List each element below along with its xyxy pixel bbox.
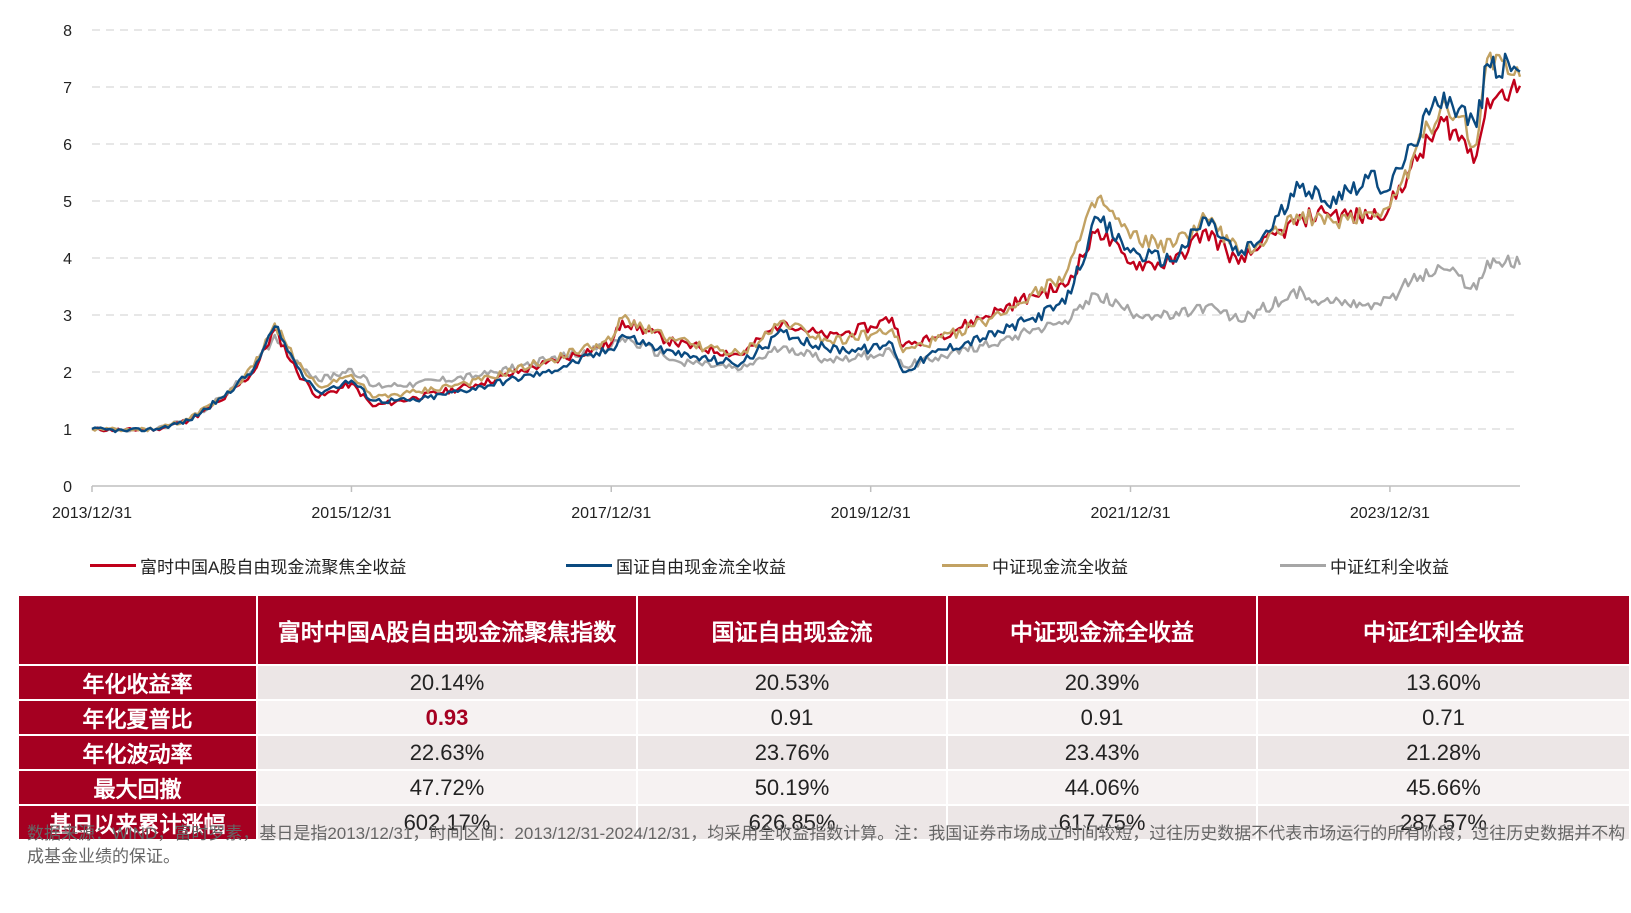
row-label-max-drawdown: 最大回撤 — [19, 769, 258, 805]
x-axis-ticks: 2013/12/31 2015/12/31 2017/12/31 2019/12/31… — [52, 486, 1430, 522]
legend-label-guozheng: 国证自由现金流全收益 — [616, 558, 786, 577]
chart-legend: 富时中国A股自由现金流聚焦全收益 国证自由现金流全收益 中证现金流全收益 中证红… — [0, 553, 1631, 577]
y-axis-ticks: 0 1 2 3 4 5 6 7 8 — [63, 23, 72, 496]
table-cell: 47.72% — [257, 769, 638, 805]
table-cell: 0.91 — [637, 699, 948, 735]
table-cell: 20.53% — [637, 664, 948, 700]
table-cell: 45.66% — [1257, 769, 1629, 805]
row-label-sharpe: 年化夏普比 — [19, 699, 258, 735]
table-row: 最大回撤 47.72% 50.19% 44.06% 45.66% — [19, 769, 1629, 805]
y-tick-label: 0 — [63, 479, 72, 496]
y-tick-label: 8 — [63, 23, 72, 40]
y-tick-label: 6 — [63, 137, 72, 154]
row-label-volatility: 年化波动率 — [19, 734, 258, 770]
table-cell-highlight: 0.93 — [257, 699, 638, 735]
table-cell: 23.43% — [947, 734, 1258, 770]
table-cell: 20.14% — [257, 664, 638, 700]
table-row: 年化收益率 20.14% 20.53% 20.39% 13.60% — [19, 664, 1629, 700]
legend-item-ftse: 富时中国A股自由现金流聚焦全收益 — [90, 553, 406, 578]
table-header-ftse: 富时中国A股自由现金流聚焦指数 — [257, 596, 638, 665]
y-tick-label: 2 — [63, 365, 72, 382]
x-tick-label: 2021/12/31 — [1090, 505, 1170, 522]
table-cell: 21.28% — [1257, 734, 1629, 770]
y-tick-label: 7 — [63, 80, 72, 97]
legend-swatch-dividend — [1280, 564, 1326, 567]
chart-series — [91, 51, 1522, 434]
legend-label-dividend: 中证红利全收益 — [1330, 558, 1449, 577]
table-cell: 0.71 — [1257, 699, 1629, 735]
table-cell: 44.06% — [947, 769, 1258, 805]
table-cell: 287.57% — [1257, 804, 1629, 839]
series-line — [91, 78, 1522, 433]
row-label-annual-return: 年化收益率 — [19, 664, 258, 700]
table-cell: 626.85% — [637, 804, 948, 839]
legend-swatch-guozheng — [566, 564, 612, 567]
series-line — [91, 51, 1522, 433]
table-cell: 13.60% — [1257, 664, 1629, 700]
table-row: 年化夏普比 0.93 0.91 0.91 0.71 — [19, 699, 1629, 735]
table-header-row: 富时中国A股自由现金流聚焦指数 国证自由现金流 中证现金流全收益 中证红利全收益 — [19, 596, 1629, 665]
table-cell: 0.91 — [947, 699, 1258, 735]
chart-gridlines — [92, 29, 1520, 430]
x-tick-label: 2017/12/31 — [571, 505, 651, 522]
x-tick-label: 2015/12/31 — [311, 505, 391, 522]
performance-table: 富时中国A股自由现金流聚焦指数 国证自由现金流 中证现金流全收益 中证红利全收益… — [19, 596, 1629, 839]
x-tick-label: 2019/12/31 — [831, 505, 911, 522]
table-header-cash-flow: 中证现金流全收益 — [947, 596, 1258, 665]
legend-item-cash-flow: 中证现金流全收益 — [942, 553, 1128, 578]
table-cell: 50.19% — [637, 769, 948, 805]
legend-label-cash-flow: 中证现金流全收益 — [992, 558, 1128, 577]
table-cell: 602.17% — [257, 804, 638, 839]
series-line — [91, 254, 1522, 433]
y-tick-label: 4 — [63, 251, 72, 268]
table-row: 年化波动率 22.63% 23.76% 23.43% 21.28% — [19, 734, 1629, 770]
y-tick-label: 5 — [63, 194, 72, 211]
table-header-dividend: 中证红利全收益 — [1257, 596, 1629, 665]
line-chart: 0 1 2 3 4 5 6 7 8 2013/12/31 2015/12/31 2017/12/31… — [52, 23, 1522, 522]
legend-swatch-cash-flow — [942, 564, 988, 567]
table-cell: 20.39% — [947, 664, 1258, 700]
table-cell: 617.75% — [947, 804, 1258, 839]
table-header-guozheng: 国证自由现金流 — [637, 596, 948, 665]
y-tick-label: 1 — [63, 422, 72, 439]
series-line — [91, 52, 1521, 434]
legend-swatch-ftse — [90, 564, 136, 567]
x-tick-label: 2023/12/31 — [1350, 505, 1430, 522]
table-row: 基日以来累计涨幅 602.17% 626.85% 617.75% 287.57% — [19, 804, 1629, 839]
legend-label-ftse: 富时中国A股自由现金流聚焦全收益 — [140, 558, 407, 577]
x-tick-label: 2013/12/31 — [52, 505, 132, 522]
legend-item-guozheng: 国证自由现金流全收益 — [566, 553, 786, 578]
row-label-cumulative: 基日以来累计涨幅 — [19, 804, 258, 839]
y-tick-label: 3 — [63, 308, 72, 325]
table-cell: 23.76% — [637, 734, 948, 770]
legend-item-dividend: 中证红利全收益 — [1280, 553, 1449, 578]
table-cell: 22.63% — [257, 734, 638, 770]
table-header-corner — [19, 596, 258, 665]
footnote: 数据来源：WIND，富时罗素，基日是指2013/12/31，时间区间：2013/… — [27, 824, 1626, 866]
